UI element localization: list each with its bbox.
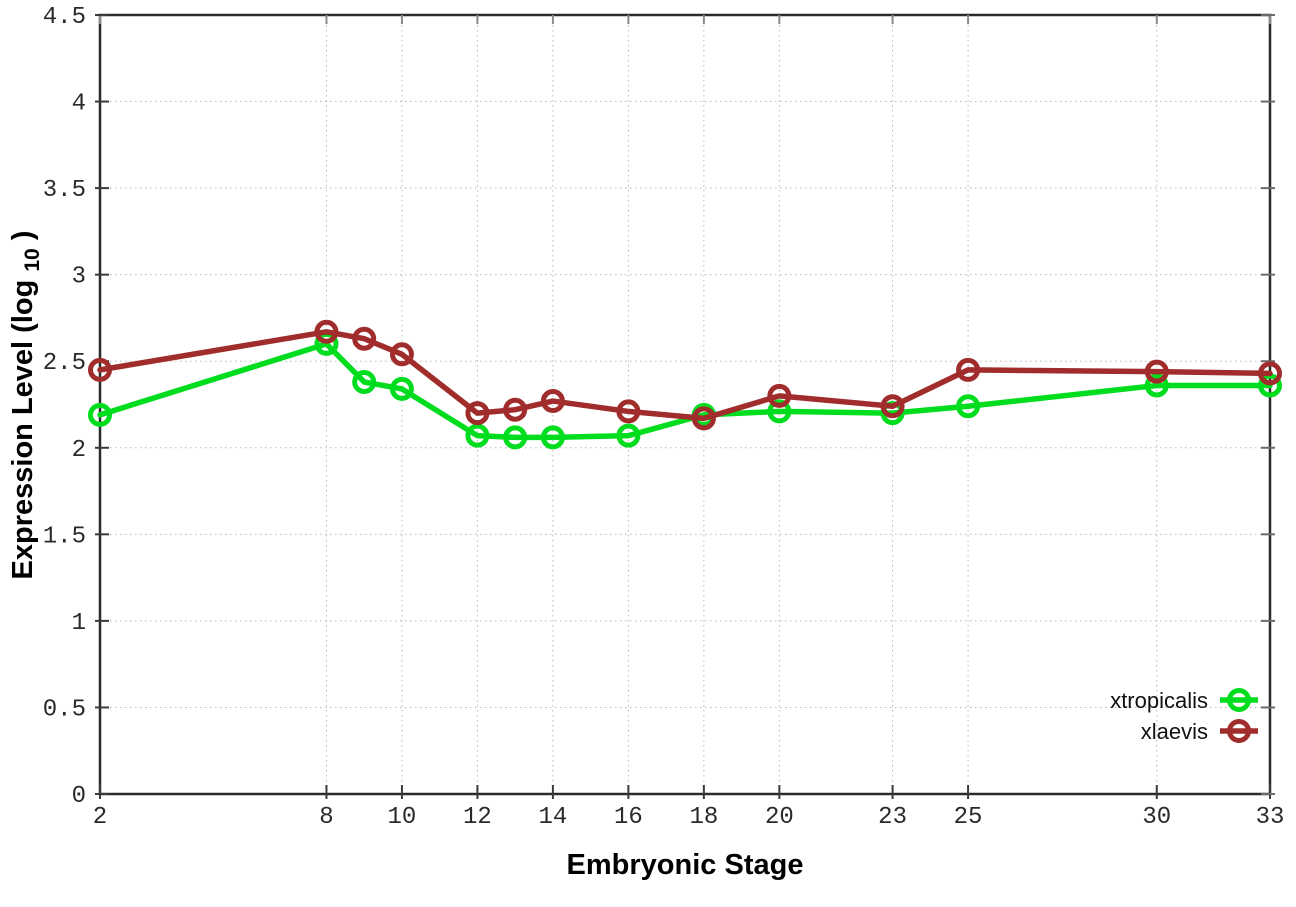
data-point-xlaevis	[956, 357, 981, 382]
x-tick-label: 10	[388, 804, 417, 831]
data-point-xlaevis	[88, 357, 112, 382]
grid-layer	[99, 14, 1271, 795]
series-line-xlaevis	[97, 329, 1273, 422]
legend-marker-xtropicalis	[1227, 688, 1251, 712]
y-axis-title-tail: )	[7, 231, 39, 241]
data-point-xtropicalis	[1144, 373, 1169, 398]
x-tick-label: 25	[954, 804, 983, 831]
data-point-xtropicalis	[465, 423, 490, 448]
data-point-xtropicalis	[352, 369, 377, 394]
y-tick-label: 0	[72, 783, 86, 810]
y-tick-label: 0.5	[43, 696, 86, 723]
tick-labels-layer: 2 8 10 12 14 16 18 20 23 25 30 33 0 0.5 1 1.5 2 2.5 3 3.5 4 4…	[43, 4, 1285, 831]
data-point-xlaevis	[389, 342, 414, 367]
y-axis-title-subscript: 10	[21, 248, 44, 271]
x-tick-label: 16	[614, 804, 643, 831]
data-point-xlaevis	[880, 394, 905, 419]
x-axis-title: Embryonic Stage	[567, 849, 804, 881]
data-point-xlaevis	[503, 397, 528, 422]
y-tick-label: 2.5	[43, 350, 86, 377]
series-line-xtropicalis	[97, 341, 1273, 441]
plot-border	[98, 13, 1272, 796]
legend: xtropicalis xlaevis	[1110, 688, 1258, 744]
data-point-xlaevis	[1144, 359, 1169, 384]
data-point-xtropicalis	[503, 425, 528, 450]
data-point-xtropicalis	[88, 402, 112, 427]
y-tick-label: 4.5	[43, 4, 86, 31]
x-tick-label: 8	[319, 804, 333, 831]
data-point-xlaevis	[1258, 361, 1282, 386]
x-tick-label: 23	[878, 804, 907, 831]
y-tick-label: 3	[72, 264, 86, 291]
data-point-xlaevis	[314, 319, 339, 344]
data-point-xtropicalis	[540, 425, 565, 450]
y-axis-title-main: Expression Level (log	[7, 280, 39, 580]
y-tick-label: 3.5	[43, 177, 86, 204]
x-tick-label: 20	[765, 804, 794, 831]
x-tick-label: 30	[1142, 804, 1171, 831]
legend-label-xtropicalis: xtropicalis	[1110, 688, 1208, 713]
y-tick-label: 4	[72, 91, 86, 118]
legend-marker-xlaevis	[1227, 719, 1251, 743]
y-tick-label: 1.5	[43, 523, 86, 550]
data-point-xtropicalis	[956, 394, 981, 419]
data-point-xlaevis	[352, 326, 377, 351]
x-tick-label: 18	[689, 804, 718, 831]
data-point-xlaevis	[767, 383, 792, 408]
data-point-xtropicalis	[767, 399, 792, 424]
data-point-xtropicalis	[389, 376, 414, 401]
series-layer	[88, 319, 1282, 450]
plot-border-layer	[98, 13, 1272, 796]
x-tick-label: 33	[1256, 804, 1285, 831]
y-axis-title: Expression Level (log 10 )	[7, 231, 46, 580]
y-tick-label: 1	[72, 610, 86, 637]
x-tick-label: 2	[93, 804, 107, 831]
data-point-xlaevis	[540, 389, 565, 414]
legend-label-xlaevis: xlaevis	[1141, 719, 1208, 744]
data-point-xlaevis	[691, 406, 716, 431]
x-tick-label: 14	[538, 804, 567, 831]
data-point-xtropicalis	[616, 423, 641, 448]
x-tick-label: 12	[463, 804, 492, 831]
y-tick-label: 2	[72, 437, 86, 464]
data-point-xlaevis	[465, 401, 490, 426]
data-point-xlaevis	[616, 399, 641, 424]
tick-marks-layer	[95, 14, 1275, 799]
